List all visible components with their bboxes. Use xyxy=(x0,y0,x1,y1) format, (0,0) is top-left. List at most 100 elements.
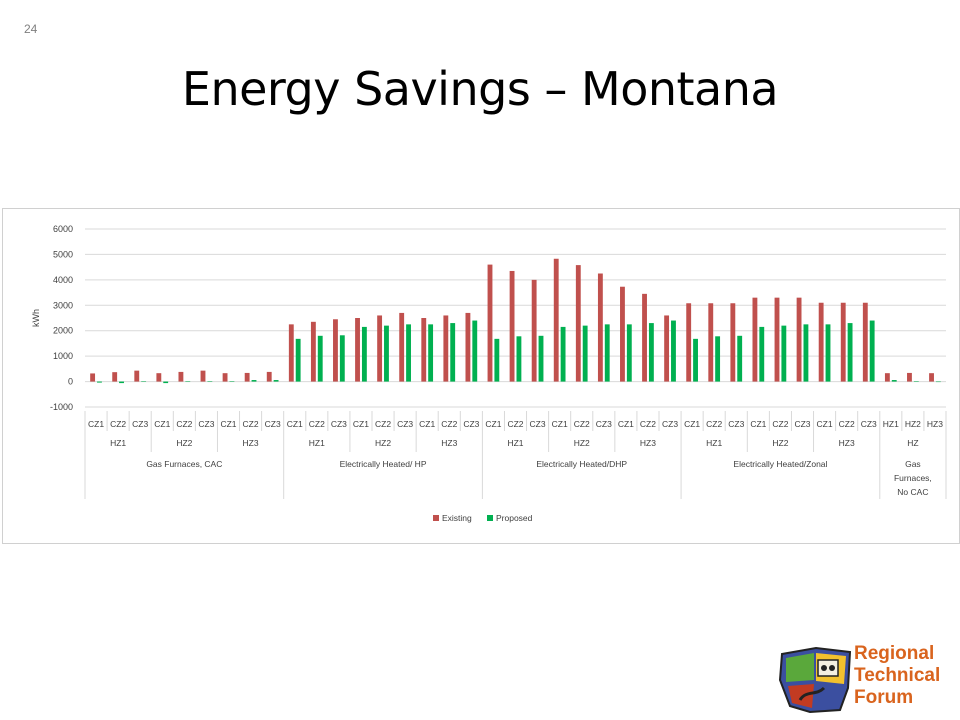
legend-label-existing: Existing xyxy=(442,513,472,523)
bar-proposed xyxy=(361,326,367,382)
bar-existing xyxy=(377,315,383,382)
x-tick-label: CZ1 xyxy=(154,419,170,429)
y-tick-label: 2000 xyxy=(53,326,73,336)
bar-existing xyxy=(840,302,846,382)
bar-proposed xyxy=(406,324,411,382)
bar-proposed xyxy=(339,335,345,382)
y-tick-label: 1000 xyxy=(53,351,73,361)
bar-proposed xyxy=(935,381,941,383)
x-tick-label: CZ3 xyxy=(530,419,546,429)
group-label: HZ1 xyxy=(706,438,722,448)
x-tick-label: CZ2 xyxy=(507,419,523,429)
bar-proposed xyxy=(428,324,434,382)
bar-existing xyxy=(399,312,405,382)
bar-existing xyxy=(796,297,802,382)
energy-savings-chart: -1000 0 1000 2000 3000 4000 5000 6000 kWh CZ1 CZ2 C… xyxy=(31,224,947,523)
x-tick-label: CZ2 xyxy=(375,419,391,429)
bar-existing xyxy=(421,318,427,382)
x-tick-label: HZ1 xyxy=(883,419,899,429)
group-label: HZ3 xyxy=(243,438,259,448)
x-tick-label: CZ2 xyxy=(110,419,126,429)
legend-swatch-existing xyxy=(433,515,439,521)
y-tick-label: 4000 xyxy=(53,275,73,285)
x-tick-label: CZ3 xyxy=(463,419,479,429)
bar-existing xyxy=(553,258,559,382)
bar-existing xyxy=(134,370,140,382)
group-label: HZ1 xyxy=(507,438,523,448)
bar-proposed xyxy=(273,380,279,382)
bar-proposed xyxy=(693,338,698,382)
bar-proposed xyxy=(450,323,456,382)
bar-proposed xyxy=(869,320,875,382)
bar-existing xyxy=(531,279,537,382)
group-label: HZ3 xyxy=(640,438,656,448)
x-tick-label: CZ2 xyxy=(706,419,722,429)
x-tick-label: HZ2 xyxy=(905,419,921,429)
bar-proposed xyxy=(759,326,765,382)
bar-proposed xyxy=(119,381,124,384)
x-tick-label: CZ1 xyxy=(287,419,303,429)
x-tick-label: CZ3 xyxy=(662,419,678,429)
bar-proposed xyxy=(229,381,235,382)
group-label: HZ1 xyxy=(110,438,126,448)
chart-frame: -1000 0 1000 2000 3000 4000 5000 6000 kWh CZ1 CZ2 C… xyxy=(2,208,960,544)
x-tick-label: CZ3 xyxy=(596,419,612,429)
rtf-logo-map-icon xyxy=(778,646,852,714)
bar-proposed xyxy=(582,325,588,382)
bar-proposed xyxy=(207,381,213,382)
bar-proposed xyxy=(141,381,147,382)
bar-proposed xyxy=(251,380,257,382)
x-tick-label: CZ3 xyxy=(198,419,214,429)
logo-line-technical: Technical xyxy=(854,665,941,686)
bar-proposed xyxy=(847,323,853,382)
x-tick-label: CZ2 xyxy=(640,419,656,429)
bar-existing xyxy=(465,312,471,382)
bar-existing xyxy=(487,264,493,382)
bar-existing xyxy=(818,302,824,382)
bar-existing xyxy=(597,273,603,382)
bar-proposed xyxy=(494,338,500,382)
bar-existing xyxy=(310,321,316,382)
y-tick-label: 6000 xyxy=(53,224,73,234)
x-tick-label: CZ2 xyxy=(574,419,590,429)
category-label: Gas Furnaces, CAC xyxy=(146,459,222,469)
bar-proposed xyxy=(185,381,191,382)
bar-existing xyxy=(907,372,912,382)
x-tick-label: CZ1 xyxy=(750,419,766,429)
slide-number: 24 xyxy=(24,22,38,36)
x-tick-label: CZ3 xyxy=(331,419,347,429)
bar-proposed xyxy=(516,336,522,382)
bar-proposed xyxy=(295,338,301,382)
group-label: HZ3 xyxy=(441,438,457,448)
bar-proposed xyxy=(803,324,809,382)
bar-existing xyxy=(686,303,692,382)
y-tick-label: 0 xyxy=(68,377,73,387)
bar-existing xyxy=(752,297,758,382)
legend-label-proposed: Proposed xyxy=(496,513,533,523)
x-tick-label: CZ2 xyxy=(309,419,325,429)
bar-existing xyxy=(355,318,360,382)
bar-proposed xyxy=(163,381,169,384)
bar-existing xyxy=(642,293,647,382)
logo-line-regional: Regional xyxy=(854,643,935,664)
x-tick-label: CZ1 xyxy=(817,419,833,429)
y-tick-label: 5000 xyxy=(53,249,73,259)
bar-proposed xyxy=(715,336,721,382)
bar-existing xyxy=(90,373,96,382)
x-tick-label: CZ3 xyxy=(861,419,877,429)
x-tick-label: CZ1 xyxy=(220,419,236,429)
bar-existing xyxy=(443,315,449,382)
bar-existing xyxy=(333,319,338,382)
bar-existing xyxy=(288,324,294,382)
bar-existing xyxy=(664,315,670,382)
x-tick-label: CZ3 xyxy=(794,419,810,429)
x-tick-label: HZ3 xyxy=(927,419,943,429)
bar-existing xyxy=(708,303,714,382)
x-tick-label: CZ2 xyxy=(772,419,788,429)
category-label: Electrically Heated/Zonal xyxy=(733,459,827,469)
bar-existing xyxy=(156,373,162,382)
category-label: Gas Furnaces, No CAC xyxy=(894,459,932,497)
bar-existing xyxy=(509,270,515,382)
x-tick-label: CZ3 xyxy=(728,419,744,429)
y-tick-label: -1000 xyxy=(50,402,73,412)
